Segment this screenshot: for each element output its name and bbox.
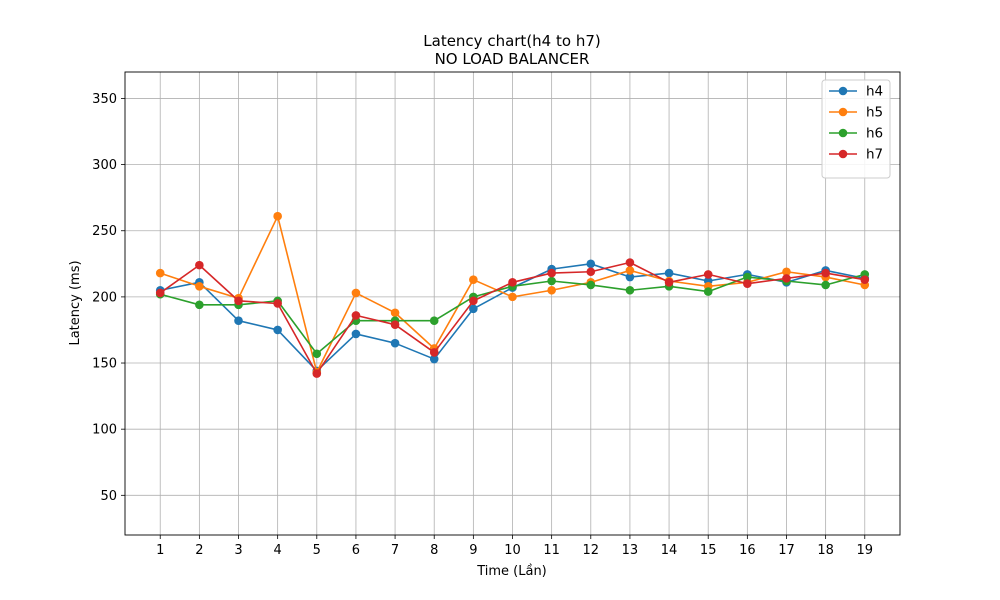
data-point-h4 (429, 354, 439, 364)
y-tick-label: 100 (92, 423, 117, 438)
y-axis-label: Latency (ms) (68, 260, 83, 345)
y-tick-label: 50 (100, 489, 117, 504)
legend-item-h7: h7 (829, 147, 883, 163)
data-point-h5 (508, 292, 517, 302)
x-tick-label: 15 (700, 543, 717, 558)
data-point-h6 (586, 280, 596, 290)
data-point-h7 (821, 268, 830, 278)
data-point-h5 (782, 267, 791, 277)
chart-title: Latency chart(h4 to h7) (423, 32, 600, 50)
data-point-h7 (625, 258, 635, 267)
data-point-h6 (625, 285, 635, 295)
data-point-h6 (429, 316, 439, 325)
data-point-h5 (155, 268, 165, 278)
x-tick-label: 6 (352, 543, 360, 558)
data-point-h7 (351, 311, 361, 320)
x-tick-label: 11 (543, 543, 560, 558)
data-point-h4 (390, 338, 400, 348)
data-point-h5 (390, 308, 400, 318)
x-tick-label: 12 (583, 543, 600, 558)
data-point-h5 (625, 266, 635, 275)
y-tick-label: 150 (92, 357, 117, 372)
series (155, 211, 870, 378)
data-point-h5 (351, 288, 361, 298)
y-tick-label: 200 (92, 290, 117, 305)
y-tick-label: 350 (92, 92, 117, 107)
x-tick-label: 17 (778, 543, 795, 558)
data-point-h7 (390, 320, 400, 329)
y-tick-label: 300 (92, 158, 117, 173)
axes: 1 2 3 4 5 6 7 8 9 10 11 12 13 14 15 16 17 18 1950100150200… (92, 71, 901, 558)
x-tick-label: 5 (313, 543, 321, 558)
chart-subtitle: NO LOAD BALANCER (435, 50, 590, 68)
legend-label: h4 (866, 84, 883, 100)
x-tick-label: 16 (739, 543, 756, 558)
data-point-h7 (155, 288, 165, 298)
data-point-h5 (469, 275, 478, 284)
x-tick-label: 10 (504, 543, 521, 558)
x-tick-label: 14 (661, 543, 678, 558)
data-point-h7 (273, 299, 282, 308)
data-point-h7 (312, 369, 322, 378)
x-tick-label: 4 (274, 543, 282, 558)
data-point-h7 (429, 348, 439, 357)
data-point-h7 (860, 275, 870, 284)
data-point-h7 (703, 270, 713, 279)
legend: h4 h5 h6 h7 (821, 79, 891, 179)
data-point-h5 (273, 211, 282, 221)
legend-swatch-marker (838, 128, 848, 138)
data-point-h7 (547, 268, 556, 278)
x-tick-label: 18 (817, 543, 834, 558)
data-point-h4 (351, 329, 361, 339)
data-point-h6 (195, 300, 204, 310)
data-point-h7 (195, 260, 204, 270)
data-point-h6 (547, 276, 556, 286)
data-point-h4 (234, 316, 243, 325)
data-point-h6 (743, 272, 752, 282)
data-point-h5 (547, 285, 556, 295)
plot-frame (124, 71, 901, 536)
x-tick-label: 9 (469, 543, 477, 558)
data-point-h4 (469, 304, 478, 314)
x-tick-label: 1 (156, 543, 164, 558)
grid (125, 72, 900, 535)
legend-item-h5: h5 (829, 105, 883, 121)
x-axis-label: Time (Lần) (476, 564, 547, 579)
data-point-h7 (586, 267, 596, 277)
series-h7 (155, 258, 870, 378)
data-point-h7 (234, 296, 243, 306)
legend-swatch-marker (838, 107, 848, 117)
data-point-h7 (743, 279, 752, 288)
data-point-h4 (625, 272, 635, 282)
data-point-h5 (195, 282, 204, 291)
data-point-h6 (703, 287, 713, 296)
legend-item-h4: h4 (829, 84, 883, 100)
data-point-h7 (782, 274, 791, 283)
data-point-h7 (664, 278, 674, 287)
data-point-h4 (273, 325, 282, 335)
data-point-h6 (312, 349, 322, 359)
legend-item-h6: h6 (829, 126, 883, 142)
data-point-h7 (508, 278, 517, 287)
data-point-h4 (586, 259, 596, 269)
x-tick-label: 19 (856, 543, 873, 558)
data-point-h7 (469, 296, 478, 306)
legend-label: h6 (866, 126, 883, 142)
x-tick-label: 7 (391, 543, 399, 558)
x-tick-label: 3 (234, 543, 242, 558)
data-point-h6 (821, 280, 830, 290)
x-tick-label: 13 (622, 543, 639, 558)
y-tick-label: 250 (92, 224, 117, 239)
legend-swatch-marker (838, 149, 848, 159)
legend-swatch-marker (838, 86, 848, 96)
data-point-h4 (664, 268, 674, 278)
legend-label: h7 (866, 147, 883, 163)
x-tick-label: 8 (430, 543, 438, 558)
legend-label: h5 (866, 105, 883, 121)
x-tick-label: 2 (195, 543, 203, 558)
